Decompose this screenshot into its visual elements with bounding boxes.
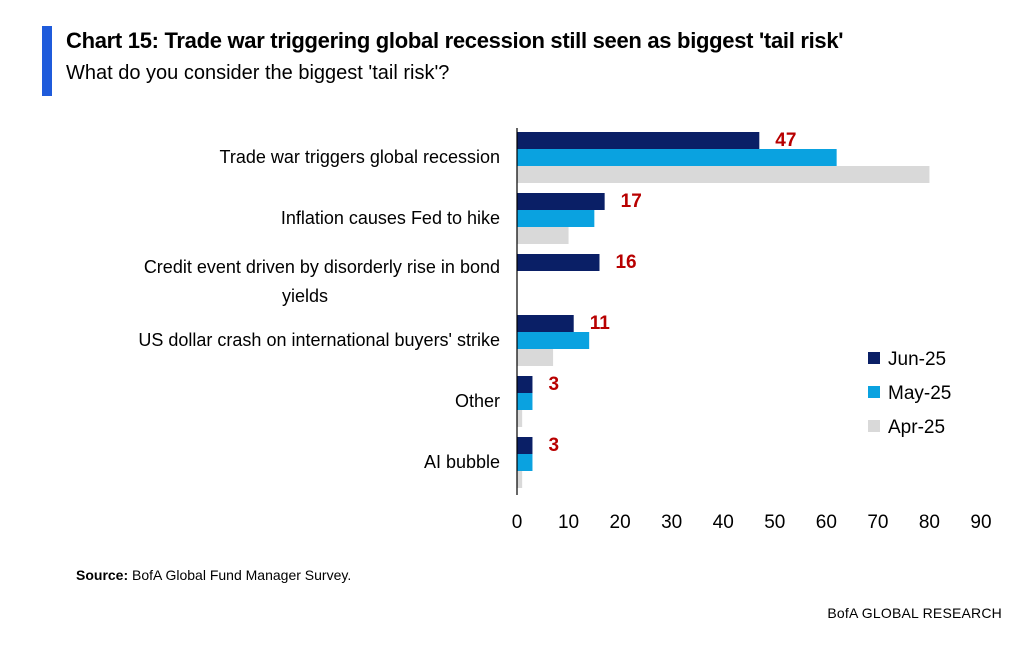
category-label: Trade war triggers global recession [220,147,500,167]
category-label: Inflation causes Fed to hike [281,208,500,228]
data-label: 17 [621,191,642,212]
bar-apr-25-1 [517,227,569,244]
bar-jun-25-0 [517,132,760,149]
legend-label: May-25 [888,383,951,404]
legend-label: Apr-25 [888,417,945,438]
chart-subtitle: What do you consider the biggest 'tail r… [66,62,450,84]
bar-apr-25-4 [517,410,523,427]
bar-may-25-5 [517,454,533,471]
bar-apr-25-5 [517,471,523,488]
bar-jun-25-4 [517,376,533,393]
x-tick-label: 90 [970,512,991,533]
category-label: yields [282,286,328,306]
source-label: Source: [76,567,129,583]
legend-swatch [868,386,880,398]
category-label: AI bubble [424,452,500,472]
x-tick-label: 80 [919,512,940,533]
data-label: 16 [615,252,636,273]
bar-jun-25-3 [517,315,574,332]
x-tick-label: 40 [713,512,734,533]
bar-jun-25-2 [517,254,600,271]
bar-apr-25-0 [517,166,930,183]
legend-label: Jun-25 [888,349,946,370]
bar-apr-25-3 [517,349,554,366]
x-tick-label: 70 [867,512,888,533]
x-tick-label: 60 [816,512,837,533]
x-tick-label: 10 [558,512,579,533]
brand-label: BofA GLOBAL RESEARCH [827,605,1002,621]
x-tick-label: 30 [661,512,682,533]
source-text: BofA Global Fund Manager Survey. [128,567,352,583]
data-label: 3 [548,435,559,456]
bar-may-25-4 [517,393,533,410]
x-tick-label: 50 [764,512,785,533]
bar-may-25-1 [517,210,595,227]
bar-jun-25-1 [517,193,605,210]
title-accent-bar [42,26,52,96]
data-label: 47 [775,130,796,151]
bar-may-25-3 [517,332,590,349]
legend-swatch [868,420,880,432]
chart-title: Chart 15: Trade war triggering global re… [66,28,844,53]
source-note: Source: BofA Global Fund Manager Survey. [76,567,351,583]
x-tick-label: 0 [512,512,523,533]
x-tick-label: 20 [610,512,631,533]
bar-may-25-0 [517,149,837,166]
legend-swatch [868,352,880,364]
category-label: Other [455,391,500,411]
category-label: Credit event driven by disorderly rise i… [144,257,500,277]
data-label: 11 [590,313,611,334]
bar-jun-25-5 [517,437,533,454]
category-label: US dollar crash on international buyers'… [138,330,500,350]
data-label: 3 [548,374,559,395]
